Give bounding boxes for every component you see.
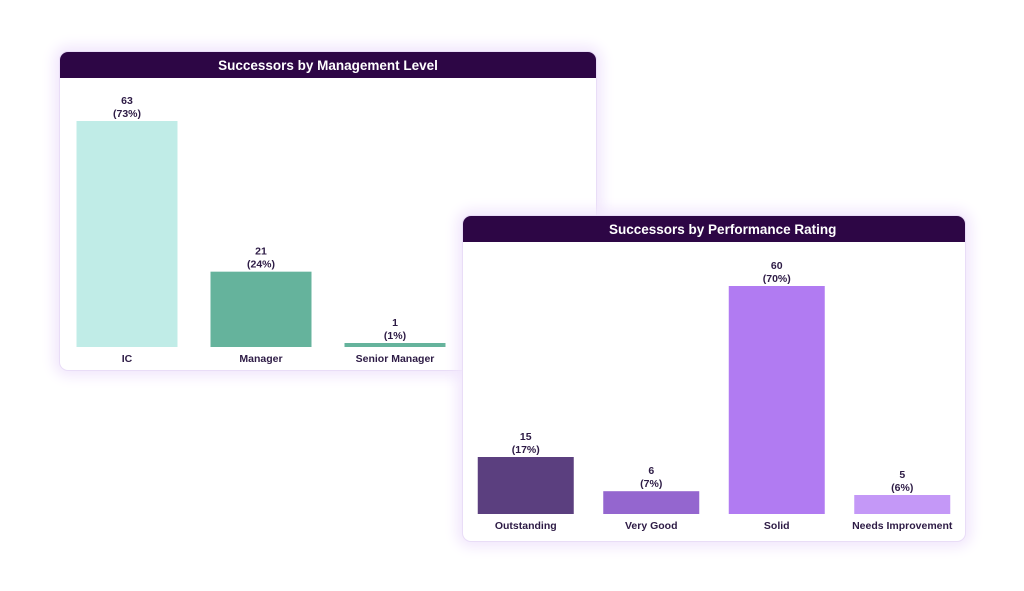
bar-mgmt-0[interactable] <box>76 121 178 347</box>
value-label: 6 <box>648 465 654 477</box>
category-label: Outstanding <box>495 520 557 532</box>
management-level-title: Successors by Management Level <box>60 52 596 78</box>
percent-label: (24%) <box>247 259 275 271</box>
value-label: 5 <box>899 469 905 481</box>
management-level-card: Successors by Management Level 63 (73%) IC… <box>60 52 596 370</box>
bar-perf-3[interactable] <box>854 495 951 514</box>
percent-label: (1%) <box>384 330 406 342</box>
performance-rating-chart: 15(17%) Outstanding 6(7%) Very Good 60(70%) S… <box>477 260 953 532</box>
category-label: IC <box>122 353 133 365</box>
bar-perf-2[interactable] <box>728 286 825 514</box>
management-level-chart: 63(73%) IC 21(24%) Manager 1(1%) Senior Manag… <box>76 95 580 365</box>
bar-mgmt-2[interactable] <box>344 343 446 347</box>
value-label: 60 <box>771 260 783 272</box>
bar-perf-0[interactable] <box>477 457 574 514</box>
percent-label: (17%) <box>512 444 540 456</box>
category-label: Senior Manager <box>356 353 435 365</box>
percent-label: (70%) <box>763 273 791 285</box>
bar-perf-1[interactable] <box>603 491 700 514</box>
value-label: 63 <box>121 95 133 107</box>
performance-rating-card: Successors by Performance Rating 15 (17%)… <box>463 216 965 541</box>
value-label: 1 <box>392 317 398 329</box>
percent-label: (73%) <box>113 108 141 120</box>
category-label: Manager <box>239 353 282 365</box>
value-label: 21 <box>255 246 267 258</box>
category-label: Needs Improvement <box>852 520 953 532</box>
category-label: Solid <box>764 520 790 532</box>
category-label: Very Good <box>625 520 678 532</box>
percent-label: (7%) <box>640 478 662 490</box>
performance-rating-title: Successors by Performance Rating <box>463 216 965 242</box>
percent-label: (6%) <box>891 482 913 494</box>
bar-mgmt-1[interactable] <box>210 271 312 347</box>
value-label: 15 <box>520 431 532 443</box>
